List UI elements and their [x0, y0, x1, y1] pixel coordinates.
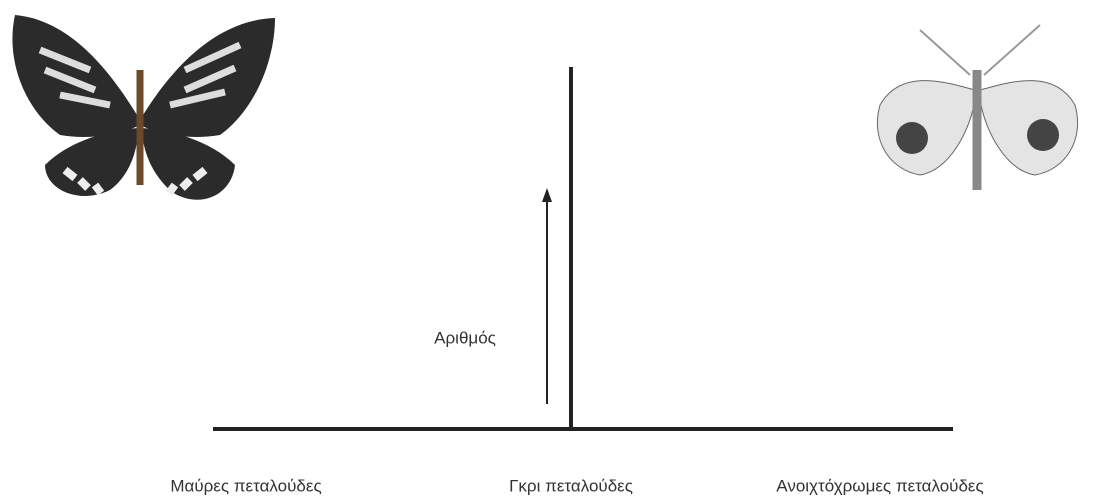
axis-label: Αριθμός: [434, 328, 496, 347]
arrow-head: [542, 188, 552, 202]
category-label: Γκρι πεταλούδες: [509, 476, 633, 495]
black-butterfly-image: [12, 15, 275, 200]
category-label: Ανοιχτόχρωμες πεταλούδες: [776, 476, 983, 495]
light-moth-image: [876, 24, 1079, 190]
category-label: Μαύρες πεταλούδες: [170, 476, 321, 495]
